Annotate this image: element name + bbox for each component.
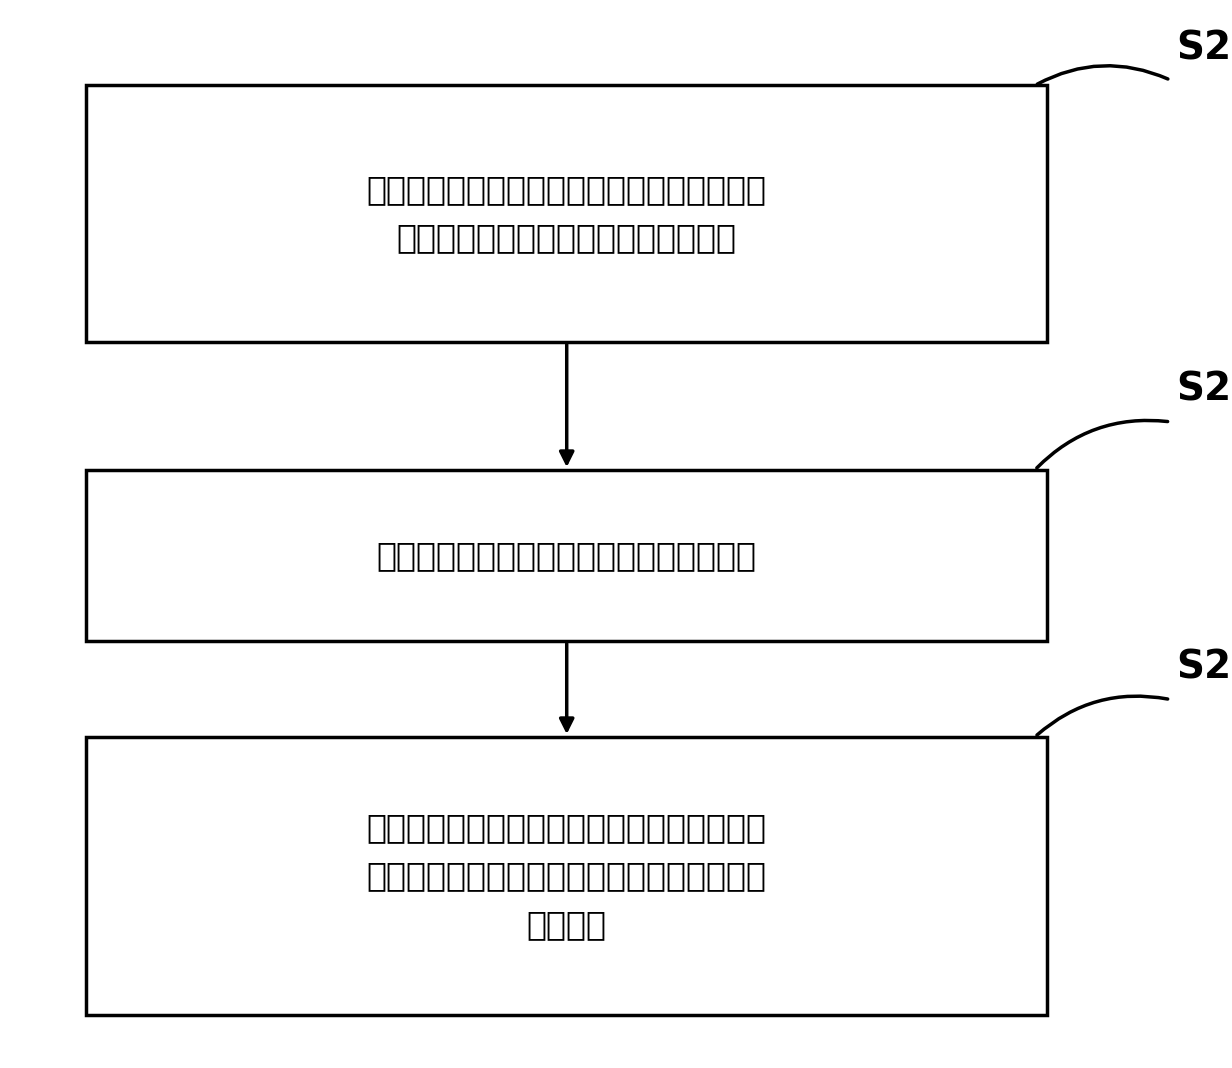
Text: 将所述当前振动频率作为谐波分量的频率，将
所述当前振幅作为所述谐波分量的振幅: 将所述当前振动频率作为谐波分量的频率，将 所述当前振幅作为所述谐波分量的振幅 — [367, 173, 766, 254]
Bar — [86, 85, 1047, 342]
FancyArrowPatch shape — [1037, 66, 1168, 84]
Text: S21: S21 — [1177, 29, 1232, 67]
Bar — [86, 470, 1047, 641]
Text: 发出所述控制指令，使得所述减振电机中通入
所述谐波电流，从而使所述减振电机产生所述
谐波振动: 发出所述控制指令，使得所述减振电机中通入 所述谐波电流，从而使所述减振电机产生所… — [367, 811, 766, 941]
Bar — [86, 737, 1047, 1015]
FancyArrowPatch shape — [1037, 421, 1168, 468]
Text: S22: S22 — [1177, 371, 1232, 409]
Text: 基于谐波分量的频率和振幅，确定谐波电流: 基于谐波分量的频率和振幅，确定谐波电流 — [377, 539, 756, 571]
Text: S23: S23 — [1177, 648, 1232, 687]
FancyArrowPatch shape — [1037, 696, 1168, 735]
